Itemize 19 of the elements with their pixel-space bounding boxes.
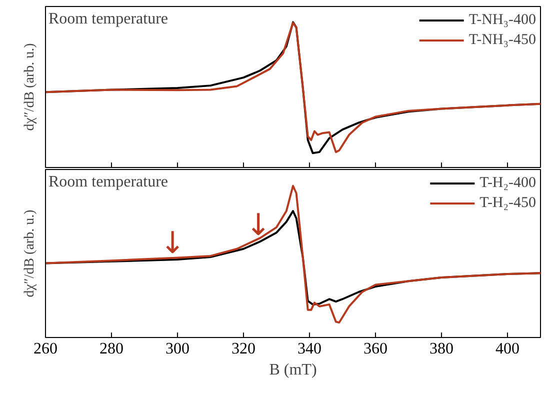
x-axis-title: B (mT) — [269, 362, 317, 378]
annotation: Room temperature — [48, 174, 168, 190]
x-tick-label: 280 — [100, 340, 124, 358]
legend-label: T-H₂-400 — [480, 174, 536, 192]
x-tick-label: 380 — [430, 340, 454, 358]
x-tick-label: 300 — [166, 340, 190, 358]
x-tick-label: 320 — [232, 340, 256, 358]
x-tick-label: 400 — [496, 340, 520, 358]
y-axis-title: dχ″/dB (arb. u.) — [22, 42, 38, 131]
y-axis-title: dχ″/dB (arb. u.) — [22, 209, 38, 298]
legend-label: T-NH₃-450 — [468, 32, 536, 48]
annotation: ↓ — [246, 208, 271, 244]
annotation: ↓ — [160, 226, 186, 261]
annotation: Room temperature — [48, 10, 168, 28]
legend-label: T-H₂-450 — [480, 194, 536, 212]
x-tick-label: 340 — [298, 340, 322, 358]
x-tick-label: 360 — [364, 340, 388, 358]
legend-label: T-NH₃-400 — [468, 12, 536, 28]
x-tick-label: 260 — [34, 340, 58, 358]
